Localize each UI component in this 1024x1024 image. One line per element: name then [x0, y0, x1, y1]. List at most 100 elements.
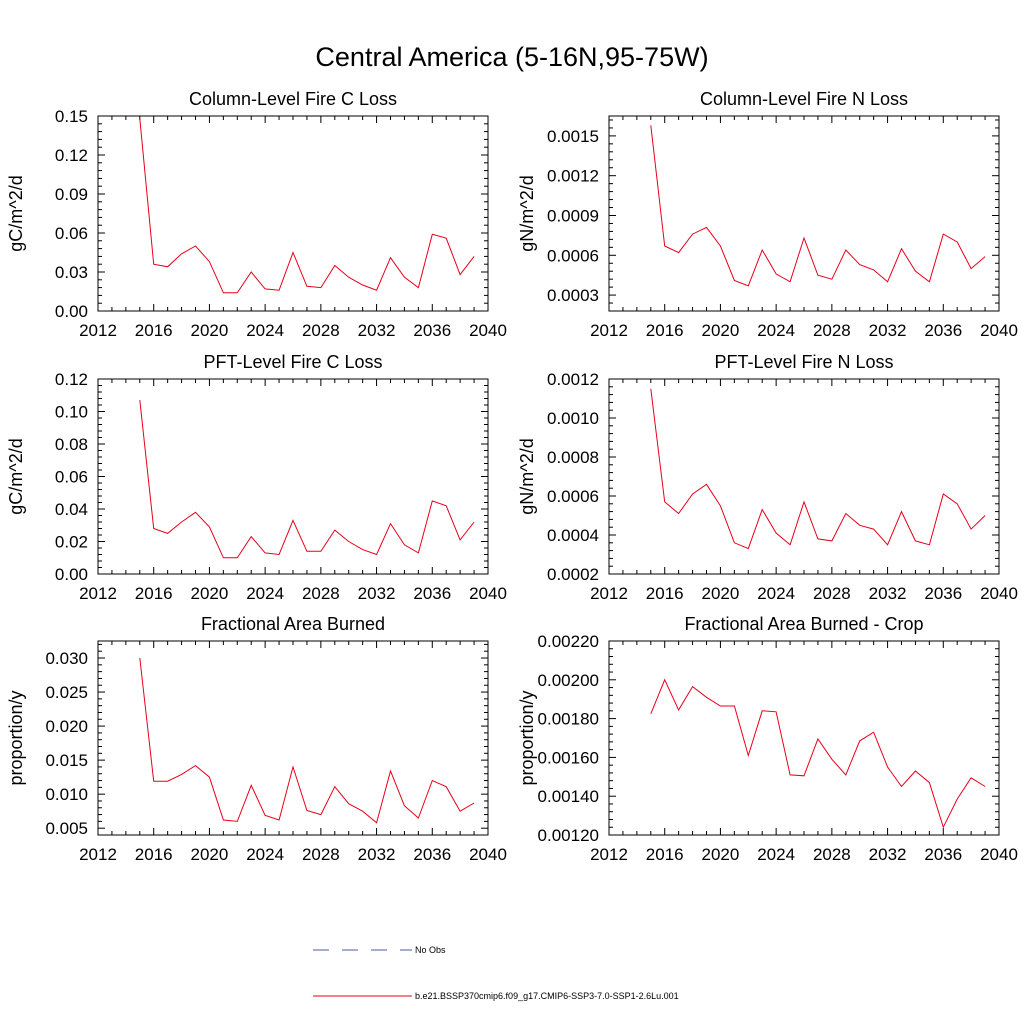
legend-label-no-obs: No Obs: [415, 945, 446, 955]
panel-title: Fractional Area Burned: [201, 614, 385, 634]
series-line: [650, 678, 986, 829]
x-tick-label: 2040: [980, 321, 1018, 340]
x-tick-label: 2036: [924, 845, 962, 864]
y-tick-label: 0.06: [55, 224, 88, 243]
x-tick-label: 2020: [702, 584, 740, 603]
y-tick-label: 0.0006: [547, 487, 599, 506]
y-tick-label: 0.00200: [538, 671, 599, 690]
y-tick-label: 0.005: [45, 819, 88, 838]
y-tick-label: 0.00: [55, 302, 88, 321]
x-tick-label: 2036: [924, 584, 962, 603]
panels: 2012 2016 2020 2024 2028 2032 2036 2040 0.00 0.03…: [6, 89, 1018, 864]
y-tick-label: 0.00220: [538, 632, 599, 651]
x-tick-label: 2028: [813, 845, 851, 864]
x-tick-label: 2036: [413, 584, 451, 603]
y-tick-label: 0.010: [45, 785, 88, 804]
y-tick-label: 0.06: [55, 468, 88, 487]
x-tick-label: 2020: [702, 321, 740, 340]
y-tick-label: 0.02: [55, 533, 88, 552]
y-tick-label: 0.0009: [547, 206, 599, 225]
plot-frame: [608, 378, 1000, 575]
panel-1: 2012 2016 2020 2024 2028 2032 2036 2040 0.00 0.03…: [6, 89, 507, 340]
y-tick-label: 0.0012: [547, 370, 599, 389]
y-tick-label: 0.0008: [547, 448, 599, 467]
y-tick-label: 0.0004: [547, 526, 599, 545]
y-tick-label: 0.12: [55, 146, 88, 165]
series-line: [139, 400, 475, 559]
x-tick-label: 2028: [813, 321, 851, 340]
x-tick-label: 2016: [135, 321, 173, 340]
y-axis-label: proportion/y: [517, 690, 537, 785]
y-tick-label: 0.0002: [547, 565, 599, 584]
y-axis-label: gN/m^2/d: [517, 438, 537, 514]
y-tick-label: 0.0003: [547, 286, 599, 305]
panel-title: PFT-Level Fire C Loss: [203, 352, 382, 372]
y-axis-label: gN/m^2/d: [517, 175, 537, 251]
plot-frame: [97, 115, 489, 312]
x-tick-label: 2032: [358, 321, 396, 340]
x-tick-label: 2040: [980, 584, 1018, 603]
x-tick-label: 2016: [135, 584, 173, 603]
panel-4: 2012 2016 2020 2024 2028 2032 2036 2040 0.0002 0.…: [517, 352, 1018, 603]
panel-5: 2012 2016 2020 2024 2028 2032 2036 2040 0.005 0.0…: [6, 614, 507, 864]
y-tick-label: 0.09: [55, 185, 88, 204]
x-tick-label: 2024: [246, 845, 284, 864]
x-tick-label: 2024: [246, 321, 284, 340]
x-tick-label: 2032: [358, 584, 396, 603]
y-tick-label: 0.0015: [547, 127, 599, 146]
y-tick-label: 0.00140: [538, 787, 599, 806]
x-tick-label: 2024: [757, 845, 795, 864]
y-tick-label: 0.020: [45, 717, 88, 736]
y-tick-label: 0.03: [55, 263, 88, 282]
panel-6: 2012 2016 2020 2024 2028 2032 2036 2040 0.00120 0…: [517, 614, 1018, 864]
panel-title: Fractional Area Burned - Crop: [684, 614, 923, 634]
y-axis-label: gC/m^2/d: [6, 175, 26, 251]
x-tick-label: 2036: [924, 321, 962, 340]
y-tick-label: 0.15: [55, 107, 88, 126]
series-line: [650, 125, 986, 287]
x-tick-label: 2040: [469, 845, 507, 864]
x-tick-label: 2024: [757, 584, 795, 603]
y-tick-label: 0.04: [55, 500, 88, 519]
x-tick-label: 2032: [869, 845, 907, 864]
series-line: [139, 657, 475, 824]
x-tick-label: 2028: [302, 845, 340, 864]
x-tick-label: 2024: [757, 321, 795, 340]
x-tick-label: 2012: [79, 321, 117, 340]
y-tick-label: 0.0006: [547, 246, 599, 265]
series-line: [650, 388, 986, 550]
plot-frame: [608, 115, 1000, 312]
panel-title: Column-Level Fire N Loss: [700, 89, 908, 109]
y-tick-label: 0.0010: [547, 409, 599, 428]
x-tick-label: 2016: [646, 845, 684, 864]
x-tick-label: 2020: [191, 584, 229, 603]
x-tick-label: 2032: [358, 845, 396, 864]
x-tick-label: 2012: [590, 584, 628, 603]
series-line: [139, 118, 475, 294]
panel-3: 2012 2016 2020 2024 2028 2032 2036 2040 0.00 0.02…: [6, 352, 507, 603]
y-tick-label: 0.08: [55, 435, 88, 454]
y-tick-label: 0.0012: [547, 167, 599, 186]
x-tick-label: 2028: [813, 584, 851, 603]
y-tick-label: 0.00160: [538, 748, 599, 767]
y-tick-label: 0.00120: [538, 826, 599, 845]
y-tick-label: 0.00180: [538, 710, 599, 729]
main-title: Central America (5-16N,95-75W): [315, 42, 708, 72]
x-tick-label: 2016: [646, 584, 684, 603]
plot-frame: [608, 640, 1000, 836]
x-tick-label: 2012: [79, 584, 117, 603]
legend-label-model: b.e21.BSSP370cmip6.f09_g17.CMIP6-SSP3-7.…: [415, 991, 679, 1001]
x-tick-label: 2040: [980, 845, 1018, 864]
x-tick-label: 2040: [469, 584, 507, 603]
x-tick-label: 2036: [413, 845, 451, 864]
panel-title: Column-Level Fire C Loss: [189, 89, 397, 109]
x-tick-label: 2016: [646, 321, 684, 340]
x-tick-label: 2032: [869, 584, 907, 603]
x-tick-label: 2012: [590, 321, 628, 340]
y-tick-label: 0.025: [45, 683, 88, 702]
x-tick-label: 2024: [246, 584, 284, 603]
x-tick-label: 2032: [869, 321, 907, 340]
x-tick-label: 2028: [302, 321, 340, 340]
